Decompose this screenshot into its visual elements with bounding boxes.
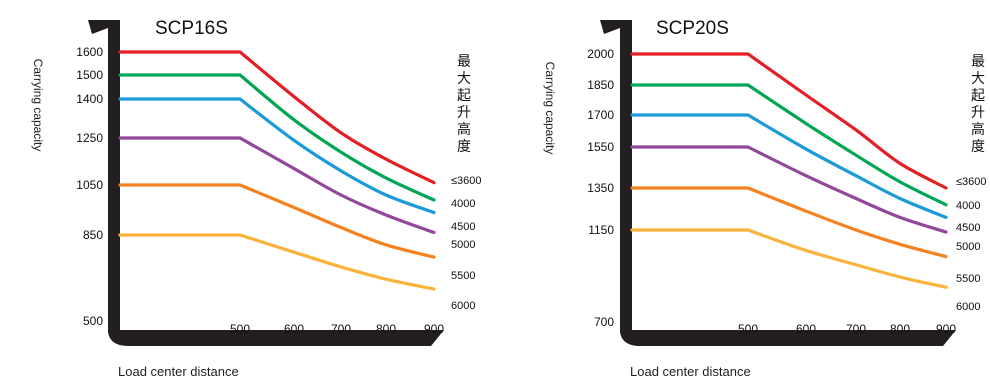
y-tick-label: 1850 <box>587 78 614 92</box>
series-line <box>118 97 436 215</box>
legend-title-char: 起 <box>457 88 471 104</box>
series-label: 5500 <box>956 273 980 285</box>
x-tick-label: 500 <box>230 322 250 336</box>
legend-title-char: 起 <box>971 88 985 104</box>
y-tick-label: 1400 <box>76 92 103 106</box>
y-tick-label: 500 <box>83 314 103 328</box>
series-line <box>118 50 436 185</box>
chart-scp16s: SCP16S Carrying capacity Load center dis… <box>31 18 482 379</box>
x-tick-label: 600 <box>284 322 304 336</box>
x-axis-label: Load center distance <box>630 364 751 379</box>
x-tick-label: 800 <box>890 322 910 336</box>
series-label: 5000 <box>451 239 475 251</box>
chart-marks: 500 850 1050 1250 1400 1500 1600 500 600 700 800 90… <box>76 45 481 336</box>
legend-title-char: 度 <box>457 139 471 155</box>
legend-title: 最大起升高度 <box>971 54 985 155</box>
y-tick-label: 700 <box>594 315 614 329</box>
series-line <box>118 183 436 259</box>
series-label: 4000 <box>451 198 475 210</box>
x-tick-label: 800 <box>376 322 396 336</box>
series-label: ≤3600 <box>451 175 482 187</box>
series-line <box>118 136 436 235</box>
series-label: 5500 <box>451 270 475 282</box>
series-label: 4000 <box>956 200 980 212</box>
series-line <box>630 52 948 190</box>
series-line <box>630 113 948 219</box>
y-tick-label: 1350 <box>587 181 614 195</box>
legend-title-char: 高 <box>971 121 985 138</box>
legend-title-char: 升 <box>971 105 985 121</box>
chart-scp20s: SCP20S Carrying capacity Load center dis… <box>543 18 987 379</box>
series-label: 6000 <box>451 300 475 312</box>
fork-axis-shape <box>88 20 444 346</box>
y-tick-label: 1700 <box>587 108 614 122</box>
y-tick-label: 1250 <box>76 131 103 145</box>
legend-title: 最大起升高度 <box>457 54 471 155</box>
series-label: 5000 <box>956 241 980 253</box>
x-tick-label: 900 <box>424 322 444 336</box>
y-axis-label: Carrying capacity <box>543 62 557 155</box>
legend-title-char: 高 <box>457 121 471 138</box>
x-tick-label: 900 <box>936 322 956 336</box>
x-tick-label: 700 <box>331 322 351 336</box>
y-tick-label: 1050 <box>76 178 103 192</box>
series-label: 4500 <box>956 222 980 234</box>
series-label: ≤3600 <box>956 176 987 188</box>
series-line <box>630 228 948 289</box>
series-label: 6000 <box>956 301 980 313</box>
y-tick-label: 1600 <box>76 45 103 59</box>
y-tick-label: 1150 <box>588 223 614 237</box>
y-tick-label: 2000 <box>587 47 614 61</box>
chart-marks: 700 1150 1350 1550 1700 1850 2000 500 600 700 800 9… <box>587 47 986 336</box>
series-line <box>630 145 948 234</box>
y-axis-label: Carrying capacity <box>31 59 45 152</box>
chart-title: SCP16S <box>155 18 228 39</box>
series-line <box>630 83 948 207</box>
y-tick-label: 1500 <box>76 68 103 82</box>
series-line <box>118 73 436 202</box>
legend-title-char: 升 <box>457 105 471 121</box>
legend-title-char: 最 <box>457 54 471 70</box>
y-tick-label: 1550 <box>587 140 614 154</box>
legend-title-char: 最 <box>971 54 985 70</box>
series-line <box>118 233 436 291</box>
chart-title: SCP20S <box>656 18 729 39</box>
legend-title-char: 度 <box>971 139 985 155</box>
series-line <box>630 186 948 259</box>
series-label: 4500 <box>451 221 475 233</box>
x-tick-label: 600 <box>796 322 816 336</box>
x-axis-label: Load center distance <box>118 364 239 379</box>
y-tick-label: 850 <box>83 228 103 242</box>
legend-title-char: 大 <box>971 71 985 87</box>
x-tick-label: 700 <box>846 322 866 336</box>
x-tick-label: 500 <box>738 322 758 336</box>
legend-title-char: 大 <box>457 71 471 87</box>
